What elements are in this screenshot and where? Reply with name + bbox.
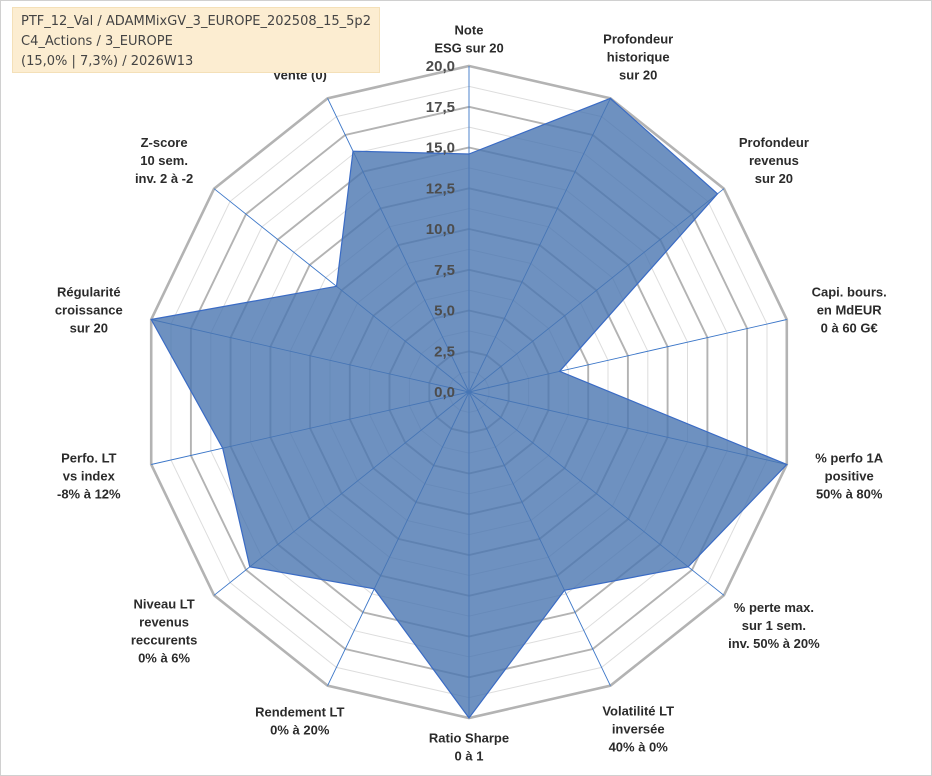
axis-label: % perfo 1A positive 50% à 80% [815,450,884,501]
axis-label-line: Profondeur [603,31,673,46]
axis-label: Ratio Sharpe 0 à 1 [429,730,509,763]
portfolio-info-line-3: (15,0% | 7,3%) / 2026W13 [21,54,194,69]
axis-label-line: historique [607,49,670,64]
radial-tick-label: 7,5 [434,262,455,279]
axis-label-line: Ratio Sharpe [429,730,509,745]
axis-label: Perfo. LT vs index -8% à 12% [57,450,121,501]
radial-tick-label: 0,0 [434,384,455,401]
radial-tick-label: 5,0 [434,303,455,320]
axis-label: Profondeur revenus sur 20 [739,135,809,186]
series-area [150,97,788,720]
portfolio-info-box: PTF_12_Val / ADAMMixGV_3_EUROPE_202508_1… [12,7,380,73]
radial-tick-label: 20,0 [426,58,455,75]
axis-label-line: positive [825,468,874,483]
axis-label-line: Capi. bours. [812,284,887,299]
axis-label-line: reccurents [131,633,197,648]
axis-label-line: Z-score [141,135,188,150]
portfolio-info-line-2: C4_Actions / 3_EUROPE [21,34,173,49]
axis-label-line: croissance [55,302,123,317]
axis-label-line: revenus [749,153,799,168]
axis-label-line: sur 20 [70,320,108,335]
axis-label-line: sur 20 [755,171,793,186]
axis-label-line: en MdEUR [817,302,883,317]
axis-label-line: -8% à 12% [57,486,121,501]
axis-labels: Note ESG sur 20 Profondeur historique sur 20… [55,22,887,763]
radial-tick-label: 12,5 [426,180,455,197]
axis-label-line: % perte max. [734,600,814,615]
axis-label: Profondeur historique sur 20 [603,31,673,82]
axis-label-line: Volatilité LT [602,704,674,719]
axis-label: Note ESG sur 20 [434,22,503,55]
axis-label-line: 10 sem. [140,153,188,168]
axis-label-line: sur 20 [619,67,657,82]
radial-tick-label: 2,5 [434,343,455,360]
axis-label-line: Profondeur [739,135,809,150]
axis-label: Rendement LT 0% à 20% [255,704,344,737]
axis-label: Z-score 10 sem. inv. 2 à -2 [135,135,193,186]
axis-label-line: ESG sur 20 [434,40,503,55]
axis-label-line: % perfo 1A [815,450,884,465]
axis-label-line: Régularité [57,284,121,299]
axis-label-line: sur 1 sem. [742,618,806,633]
axis-label-line: revenus [139,615,189,630]
portfolio-info-line-1: PTF_12_Val / ADAMMixGV_3_EUROPE_202508_1… [21,14,371,29]
axis-label-line: Perfo. LT [61,450,116,465]
axis-label-line: inv. 2 à -2 [135,171,193,186]
axis-label-line: Note [455,22,484,37]
radial-tick-label: 10,0 [426,221,455,238]
axis-label-line: Niveau LT [134,597,195,612]
axis-label: % perte max. sur 1 sem. inv. 50% à 20% [728,600,820,651]
axis-label: Régularité croissance sur 20 [55,284,123,335]
axis-label-line: inv. 50% à 20% [728,636,820,651]
axis-label: Capi. bours. en MdEUR 0 à 60 G€ [812,284,887,335]
axis-label-line: 0% à 20% [270,722,330,737]
axis-label: Volatilité LT inversée 40% à 0% [602,704,674,755]
radar-series [150,97,788,720]
axis-label-line: 0% à 6% [138,651,190,666]
axis-label-line: 40% à 0% [609,740,669,755]
axis-label-line: 0 à 60 G€ [821,320,878,335]
radial-tick-label: 15,0 [426,140,455,157]
axis-label-line: 50% à 80% [816,486,883,501]
axis-label-line: Rendement LT [255,704,344,719]
radial-tick-label: 17,5 [426,99,455,116]
radial-tick-labels: 0,0 2,5 5,0 7,5 10,0 12,5 15,0 17,5 20,0 [426,58,455,401]
axis-label-line: vs index [63,468,116,483]
axis-label-line: inversée [612,722,665,737]
axis-label: Niveau LT revenus reccurents 0% à 6% [131,597,197,666]
axis-label-line: 0 à 1 [455,748,484,763]
